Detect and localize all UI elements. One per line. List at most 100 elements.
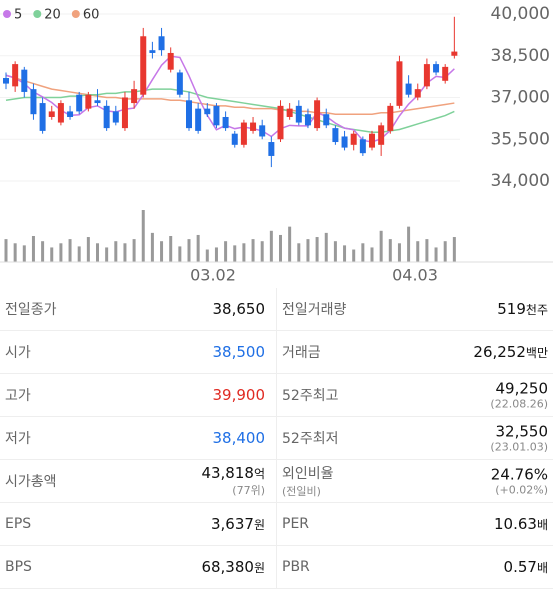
table-cell: 거래금 26,252백만 bbox=[276, 331, 552, 373]
cell-label: EPS bbox=[5, 516, 31, 532]
candle-body bbox=[369, 133, 375, 148]
volume-bar bbox=[123, 243, 127, 262]
volume-bar bbox=[50, 247, 54, 262]
ma-line bbox=[5, 55, 455, 143]
value-text: 0.57 bbox=[503, 558, 537, 576]
volume-bar bbox=[269, 230, 273, 262]
volume-bar bbox=[105, 247, 109, 262]
volume-bar bbox=[4, 239, 8, 262]
cell-value: 24.76% (+0.02%) bbox=[491, 466, 548, 497]
label-text: 거래금 bbox=[282, 345, 321, 361]
volume-bar bbox=[242, 243, 246, 262]
candle-body bbox=[140, 36, 147, 95]
table-cell: 저가 38,400 bbox=[0, 417, 276, 459]
cell-value: 519천주 bbox=[497, 300, 548, 318]
stats-table: 전일종가 38,650 전일거래량 519천주 시가 38,500 거래금 26,252백만 고… bbox=[0, 288, 553, 589]
cell-label: 시가 bbox=[5, 342, 31, 362]
candle-body bbox=[121, 97, 128, 129]
value-text: 519 bbox=[497, 300, 526, 318]
volume-bar bbox=[233, 245, 237, 262]
volume-bar bbox=[288, 226, 292, 262]
table-row: 저가 38,400 52주최저 32,550 (23.01.03) bbox=[0, 417, 553, 460]
value-sub: (+0.02%) bbox=[495, 483, 548, 497]
label-text: 52주최고 bbox=[282, 388, 339, 404]
y-tick-label: 40,000 bbox=[491, 4, 550, 24]
legend-dot bbox=[3, 10, 11, 18]
volume-bar bbox=[407, 226, 411, 262]
candle-body bbox=[286, 108, 293, 117]
volume-bar bbox=[352, 249, 356, 262]
volume-bar bbox=[260, 241, 264, 262]
label-text: PER bbox=[282, 516, 310, 532]
candle-body bbox=[57, 103, 64, 123]
candle-body bbox=[423, 64, 430, 87]
volume-bar bbox=[114, 241, 118, 262]
volume-bar bbox=[251, 239, 255, 262]
legend-label: 60 bbox=[83, 8, 100, 23]
volume-bar bbox=[160, 241, 164, 262]
value-text: 38,650 bbox=[212, 300, 266, 318]
candle-body bbox=[222, 116, 229, 129]
cell-value: 49,250 (22.08.26) bbox=[490, 380, 548, 411]
volume-bar bbox=[297, 243, 301, 262]
cell-label: PBR bbox=[282, 559, 310, 575]
volume-bar bbox=[77, 246, 81, 262]
volume-bar bbox=[452, 237, 456, 262]
candle-body bbox=[378, 125, 385, 145]
cell-label: 고가 bbox=[5, 385, 31, 405]
candle-body bbox=[240, 122, 247, 145]
label-text: EPS bbox=[5, 516, 32, 532]
candle-body bbox=[76, 94, 83, 112]
label-text: 시가총액 bbox=[5, 474, 57, 490]
value-sub: (77위) bbox=[232, 484, 265, 497]
cell-value: 39,900 bbox=[213, 386, 266, 404]
volume-bar bbox=[96, 243, 99, 262]
candle-body bbox=[350, 133, 357, 145]
volume-bar bbox=[315, 237, 319, 262]
table-row: 전일종가 38,650 전일거래량 519천주 bbox=[0, 288, 553, 331]
cell-value: 38,400 bbox=[213, 429, 266, 447]
candle-body bbox=[158, 36, 165, 51]
sub-label: (전일비) bbox=[282, 485, 321, 498]
value-text: 39,900 bbox=[212, 386, 266, 404]
cell-label: 52주최저 bbox=[282, 428, 338, 448]
cell-value: 10.63배 bbox=[494, 515, 548, 533]
volume-bar bbox=[370, 247, 374, 262]
y-tick-label: 34,000 bbox=[491, 171, 550, 191]
value-unit: 원 bbox=[253, 518, 265, 532]
value-unit: 배 bbox=[536, 518, 548, 532]
candle-body bbox=[396, 61, 403, 106]
candle-body bbox=[12, 64, 19, 87]
value-text: 24.76% bbox=[490, 465, 548, 484]
cell-label: 전일종가 bbox=[5, 299, 57, 319]
volume-bar bbox=[22, 245, 26, 262]
cell-value: 38,650 bbox=[213, 300, 266, 318]
value-text: 49,250 bbox=[495, 379, 549, 398]
value-unit: 천주 bbox=[525, 303, 548, 317]
volume-bar bbox=[141, 210, 145, 262]
cell-value: 38,500 bbox=[213, 343, 266, 361]
table-row: 고가 39,900 52주최고 49,250 (22.08.26) bbox=[0, 374, 553, 417]
candle-body bbox=[186, 100, 192, 129]
candle-body bbox=[149, 50, 156, 53]
volume-bar bbox=[169, 236, 173, 262]
candle-body bbox=[213, 105, 220, 126]
ma-line bbox=[5, 74, 455, 115]
volume-bar bbox=[13, 243, 17, 262]
table-cell: 시가총액 43,818억 (77위) bbox=[0, 460, 276, 502]
table-cell: 52주최고 49,250 (22.08.26) bbox=[276, 374, 552, 416]
candle-body bbox=[250, 122, 257, 131]
candle-body bbox=[341, 136, 348, 148]
value-unit: 백만 bbox=[525, 346, 548, 360]
candle-body bbox=[48, 111, 55, 117]
candle-body bbox=[359, 139, 366, 154]
table-cell: 전일종가 38,650 bbox=[0, 288, 276, 330]
y-tick-label: 38,500 bbox=[491, 46, 550, 66]
candle-body bbox=[67, 111, 74, 117]
cell-label: 전일거래량 bbox=[282, 299, 346, 319]
value-text: 68,380 bbox=[201, 558, 254, 576]
volume-bar bbox=[59, 243, 63, 262]
cell-label: 거래금 bbox=[282, 342, 321, 362]
candle-body bbox=[112, 111, 119, 123]
table-cell: 시가 38,500 bbox=[0, 331, 276, 373]
